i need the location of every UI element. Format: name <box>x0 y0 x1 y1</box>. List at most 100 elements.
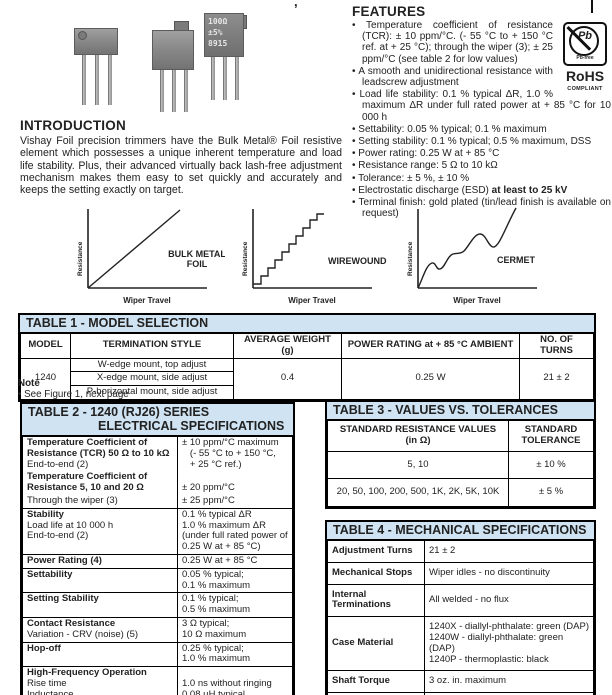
note-text: • See Figure 1, next page <box>18 389 129 400</box>
bullet-icon: • <box>352 160 359 172</box>
bullet-icon: • <box>352 136 359 148</box>
features-title: FEATURES <box>352 4 426 19</box>
col-average-weight: AVERAGE WEIGHT (g) <box>233 333 342 359</box>
component-lead <box>223 56 227 100</box>
table-row: Stability Load life at 10 000 h End-to-en… <box>22 507 293 555</box>
trimmer-marking: 100Ω ±5% 8915 <box>208 17 228 48</box>
bullet-icon: • <box>352 20 367 31</box>
table-row: Hop-off 0.25 % typical; 1.0 % maximum <box>22 641 293 668</box>
feature-item: • Resistance range: 5 Ω to 10 kΩ <box>352 160 498 172</box>
table-row: Temperature Coefficient of Resistance 5,… <box>22 471 293 495</box>
graph-label2: FOIL <box>187 259 208 269</box>
bullet-icon: • <box>352 148 359 160</box>
pb-label: Pb <box>577 30 593 42</box>
bullet-icon: • <box>352 184 359 196</box>
graph-label: CERMET <box>497 255 536 265</box>
feature-item: • Tolerance: ± 5 %, ± 10 % <box>352 172 470 184</box>
y-axis-label: Resistance <box>77 241 84 276</box>
crop-fragment: , <box>294 0 298 9</box>
tolerance-cell: ± 10 % <box>508 450 594 480</box>
x-axis-label: Wiper Travel <box>288 296 336 305</box>
power-cell: 0.25 W <box>341 357 520 400</box>
bullet-icon: • <box>352 123 359 135</box>
crop-fragment-line <box>591 0 593 13</box>
rohs-compliant-label: COMPLIANT <box>567 86 603 92</box>
x-axis-label: Wiper Travel <box>123 296 171 305</box>
feature-item: • Settability: 0.05 % typical; 0.1 % max… <box>352 123 547 135</box>
graph-label: BULK METAL <box>168 249 225 259</box>
component-lead <box>184 68 188 112</box>
table-row: Shaft Torque 3 oz. in. maximum <box>327 670 594 694</box>
table-row: Contact Resistance Variation - CRV (noise… <box>22 616 293 643</box>
bullet-icon: • <box>352 65 359 77</box>
table4-title: TABLE 4 - MECHANICAL SPECIFICATIONS <box>327 522 594 540</box>
col-power-rating: POWER RATING at + 85 °C AMBIENT <box>341 333 520 359</box>
features-list: Pb Pb-free RoHS COMPLIANT • Temperature … <box>352 20 611 220</box>
table-row: Setting Stability 0.1 % typical; 0.5 % m… <box>22 592 293 618</box>
bullet-icon: • <box>352 197 359 209</box>
table-row: 20, 50, 100, 200, 500, 1K, 2K, 5K, 10K ±… <box>327 478 594 508</box>
pb-circle <box>569 26 599 56</box>
feature-item: • A smooth and unidirectional resistance… <box>352 65 553 89</box>
table-row: 1240 W-edge mount, top adjust 0.4 0.25 W… <box>20 357 594 400</box>
pb-free-icon: Pb Pb-free <box>563 22 607 66</box>
graph-wirewound: Resistance WIREWOUND Wiper Travel <box>242 209 387 305</box>
component-lead <box>235 56 239 100</box>
table1-title: TABLE 1 - MODEL SELECTION <box>20 315 594 333</box>
note-block: Note • See Figure 1, next page <box>18 378 129 400</box>
foil-curve <box>87 209 181 289</box>
table-row: Mechanical Stops Wiper idles - no discon… <box>327 561 594 585</box>
introduction-text: Vishay Foil precision trimmers have the … <box>20 135 342 197</box>
component-lead <box>95 52 99 105</box>
table3-header-row: STANDARD RESISTANCE VALUES (in Ω) STANDA… <box>327 420 594 452</box>
table4-mechanical-specifications: TABLE 4 - MECHANICAL SPECIFICATIONS Adju… <box>325 520 596 695</box>
component-lead <box>160 68 164 112</box>
table-row: Adjustment Turns 21 ± 2 <box>327 540 594 563</box>
table-row: Internal Terminations All welded - no fl… <box>327 583 594 618</box>
feature-item: • Terminal finish: gold plated (tin/lead… <box>352 197 611 220</box>
pb-free-label: Pb-free <box>576 54 594 61</box>
table-row: Power Rating (4) 0.25 W at + 85 °C <box>22 553 293 569</box>
table-row: Settability 0.05 % typical; 0.1 % maximu… <box>22 567 293 594</box>
feature-item: • Temperature coefficient of resistance … <box>352 20 553 65</box>
table-row: Through the wiper (3) ± 25 ppm/°C <box>22 494 293 509</box>
component-lead <box>108 52 112 105</box>
table-row: Backlash 0.005 % typical <box>327 692 594 695</box>
termination-style-cell: W-edge mount, top adjust <box>70 357 234 373</box>
trimmer-body: 100Ω ±5% 8915 <box>204 13 244 57</box>
termination-style-cell: P-horizontal mount, side adjust <box>70 385 234 400</box>
table-row: 5, 10 ± 10 % <box>327 450 594 480</box>
graph-bulk-metal-foil: Resistance BULK METAL FOIL Wiper Travel <box>77 209 225 305</box>
table-row: Case Material 1240X - diallyl-phthalate:… <box>327 616 594 672</box>
rohs-logo: Pb Pb-free RoHS COMPLIANT <box>559 22 611 95</box>
table2-title: TABLE 2 - 1240 (RJ26) SERIES ELECTRICAL … <box>22 404 293 436</box>
wirewound-curve <box>253 213 324 285</box>
y-axis-label: Resistance <box>242 241 249 276</box>
table3-values-vs-tolerances: TABLE 3 - VALUES VS. TOLERANCES STANDARD… <box>325 400 596 510</box>
table1-header-row: MODEL TERMINATION STYLE AVERAGE WEIGHT (… <box>20 333 594 359</box>
table1-model-selection: TABLE 1 - MODEL SELECTION MODEL TERMINAT… <box>18 313 596 402</box>
table2-electrical-specifications: TABLE 2 - 1240 (RJ26) SERIES ELECTRICAL … <box>20 402 295 695</box>
feature-item: • Setting stability: 0.1 % typical; 0.5 … <box>352 136 592 148</box>
col-model: MODEL <box>20 333 71 359</box>
adjust-screw <box>78 31 87 40</box>
rohs-label: RoHS <box>565 68 605 84</box>
trimmer-body <box>152 30 194 70</box>
feature-item: • Electrostatic discharge (ESD) at least… <box>352 184 568 196</box>
x-axis-label: Wiper Travel <box>453 296 501 305</box>
col-standard-tolerance: STANDARD TOLERANCE <box>508 420 594 452</box>
bullet-icon: • <box>352 89 360 101</box>
bullet-icon: • <box>352 172 359 184</box>
resistance-values-cell: 5, 10 <box>327 450 509 480</box>
weight-cell: 0.4 <box>233 357 342 400</box>
feature-item: • Power rating: 0.25 W at + 85 °C <box>352 148 500 160</box>
introduction-title: INTRODUCTION <box>20 118 126 133</box>
table-row: High-Frequency Operation Rise time Induct… <box>22 666 293 695</box>
resistance-values-cell: 20, 50, 100, 200, 500, 1K, 2K, 5K, 10K <box>327 478 509 508</box>
col-no-of-turns: NO. OF TURNS <box>519 333 594 359</box>
feature-item: • Load life stability: 0.1 % typical ΔR,… <box>352 89 611 123</box>
note-label: Note <box>18 378 40 389</box>
cermet-curve <box>417 207 517 289</box>
turns-cell: 21 ± 2 <box>519 357 594 400</box>
